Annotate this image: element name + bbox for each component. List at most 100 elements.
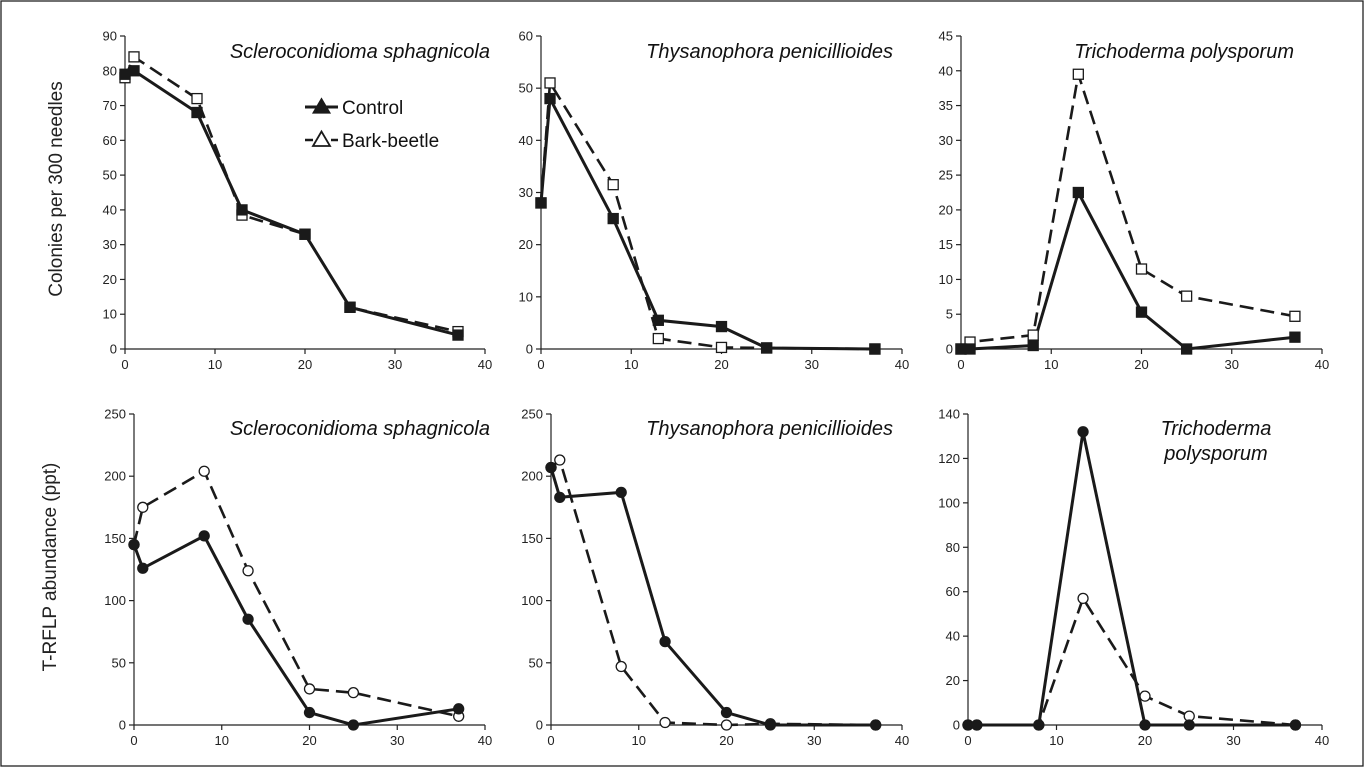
data-point (1180, 290, 1193, 302)
y-tick-label: 25 (939, 168, 953, 183)
data-point (191, 106, 203, 119)
y-tick-label: 0 (946, 342, 953, 357)
x-tick-label: 10 (215, 733, 229, 748)
data-point (242, 613, 254, 625)
data-point (764, 719, 777, 731)
x-tick-label: 20 (1134, 357, 1148, 372)
x-tick-label: 0 (964, 733, 971, 748)
data-point (760, 342, 773, 354)
data-point (652, 332, 664, 345)
data-point (870, 719, 882, 731)
panel-title: polysporum (1163, 443, 1267, 465)
y-tick-label: 60 (946, 584, 960, 599)
data-point (659, 716, 671, 729)
data-point (128, 538, 140, 551)
x-tick-label: 40 (895, 733, 909, 748)
data-point (1289, 310, 1301, 322)
legend: Control Bark-beetle (305, 97, 439, 152)
x-tick-label: 0 (121, 357, 128, 372)
data-point (554, 454, 566, 466)
y-tick-label: 250 (104, 407, 126, 422)
x-tick-label: 20 (1138, 733, 1152, 748)
data-point (535, 197, 547, 209)
y-tick-label: 40 (519, 133, 533, 148)
chart-panel-4: 0 50 100 150 200 250 0 10 20 30 40 Scleroconidioma … (104, 407, 492, 749)
data-point (347, 687, 360, 699)
data-point (128, 65, 140, 77)
data-point (452, 329, 464, 341)
series-line-control (124, 69, 459, 337)
y-tick-label: 10 (939, 272, 953, 287)
y-tick-label: 30 (519, 185, 533, 200)
x-tick-label: 20 (714, 357, 728, 372)
y-tick-label: 10 (519, 289, 533, 304)
legend-control-label: Control (342, 98, 403, 119)
y-tick-label: 0 (536, 718, 543, 733)
chart-panel-5: 0 50 100 150 200 250 0 10 20 30 40 Thysanophora pen… (521, 407, 909, 749)
x-tick-label: 30 (1225, 357, 1239, 372)
data-point (720, 719, 733, 731)
data-point (1180, 343, 1193, 355)
data-point (615, 660, 627, 673)
panel-title: Trichoderma (1161, 418, 1272, 440)
y-tick-label: 0 (953, 718, 960, 733)
x-tick-label: 40 (1315, 733, 1329, 748)
panel-title: Thysanophora penicillioides (646, 41, 893, 63)
data-point (607, 179, 619, 191)
series-line-bark-beetle (539, 78, 875, 351)
x-tick-label: 30 (807, 733, 821, 748)
y-tick-label: 40 (103, 202, 117, 217)
data-point (1027, 329, 1039, 341)
data-point (1135, 306, 1148, 318)
y-tick-label: 200 (104, 469, 126, 484)
y-tick-label: 15 (939, 237, 953, 252)
x-tick-label: 30 (390, 733, 404, 748)
panel-title: Scleroconidioma sphagnicola (230, 41, 490, 63)
y-tick-label: 0 (526, 342, 533, 357)
data-point (303, 706, 316, 719)
data-point (198, 530, 210, 542)
x-tick-label: 10 (1049, 733, 1063, 748)
y-tick-label: 70 (103, 98, 117, 113)
x-tick-label: 40 (478, 357, 492, 372)
y-tick-label: 5 (946, 307, 953, 322)
series-line-bark-beetle (550, 457, 876, 727)
data-point (242, 565, 254, 577)
y-tick-label: 35 (939, 98, 953, 113)
data-point (659, 636, 671, 648)
y-tick-label: 50 (112, 655, 126, 670)
y-tick-label: 40 (946, 629, 960, 644)
x-tick-label: 30 (805, 357, 819, 372)
panel-title: Thysanophora penicillioides (646, 418, 893, 440)
data-point (715, 320, 728, 333)
chart-panel-3: 0 5 10 15 20 25 30 35 40 45 0 10 20 30 40 Trichoderma p… (939, 29, 1330, 373)
data-point (1289, 331, 1301, 343)
y-tick-label: 50 (103, 168, 117, 183)
y-tick-label: 100 (521, 593, 543, 608)
data-point (198, 465, 210, 477)
data-point (715, 341, 728, 354)
data-point (720, 706, 733, 719)
x-tick-label: 30 (1226, 733, 1240, 748)
x-tick-label: 10 (208, 357, 222, 372)
legend-control-marker (311, 97, 332, 114)
y-tick-label: 100 (104, 593, 126, 608)
series-line-bark-beetle (960, 73, 1296, 351)
data-point (554, 491, 566, 503)
legend-bark-label: Bark-beetle (342, 131, 439, 152)
series-line-control (968, 431, 1296, 727)
y-tick-label: 10 (103, 307, 117, 322)
y-tick-label: 200 (521, 469, 543, 484)
y-tick-label: 20 (946, 673, 960, 688)
chart-panel-2: 0 10 20 30 40 50 60 0 10 20 30 40 Thysanophora penic… (519, 29, 910, 373)
chart-panel-1: 0 10 20 30 40 50 60 70 80 90 0 10 20 30 40 Scleroconidi… (103, 29, 493, 373)
y-tick-label: 20 (519, 237, 533, 252)
data-point (964, 343, 976, 355)
data-point (347, 719, 360, 731)
y-tick-label: 20 (103, 272, 117, 287)
chart-panel-6: 0 20 40 60 80 100 120 140 0 10 20 30 40 Trichoderma po… (938, 407, 1329, 749)
data-point (236, 204, 248, 216)
x-tick-label: 20 (302, 733, 316, 748)
